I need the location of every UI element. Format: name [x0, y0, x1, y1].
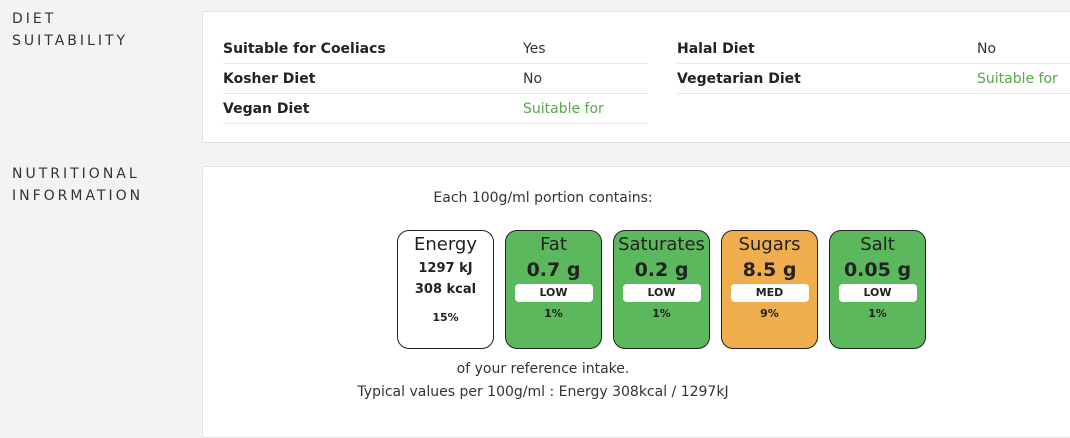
- tile-title: Sugars: [738, 234, 801, 255]
- nutrition-heading-line1: NUTRITIONAL: [12, 166, 140, 182]
- diet-heading-line2: SUITABILITY: [12, 33, 129, 49]
- diet-row-coeliacs: Suitable for Coeliacs Yes: [223, 34, 648, 64]
- tile-percent: 1%: [544, 307, 563, 320]
- diet-row-kosher: Kosher Diet No: [223, 64, 648, 94]
- tile-percent: 1%: [652, 307, 671, 320]
- reference-intake-text: of your reference intake.: [456, 361, 630, 377]
- diet-key: Suitable for Coeliacs: [223, 40, 386, 57]
- energy-kj: 1297 kJ: [418, 261, 473, 276]
- tile-title: Fat: [540, 234, 567, 255]
- tile-amount: 0.05 g: [843, 259, 912, 281]
- sugars-tile: Sugars 8.5 g MED 9%: [721, 230, 818, 349]
- tile-title: Saturates: [618, 234, 705, 255]
- nutritional-information-card: Each 100g/ml portion contains: Energy 12…: [202, 166, 1070, 438]
- energy-tile: Energy 1297 kJ 308 kcal 15%: [397, 230, 494, 349]
- typical-values-text: Typical values per 100g/ml : Energy 308k…: [357, 384, 729, 400]
- nutrition-heading-line2: INFORMATION: [12, 188, 144, 204]
- diet-column-right: Halal Diet No Vegetarian Diet Suitable f…: [677, 34, 1070, 94]
- salt-tile: Salt 0.05 g LOW 1%: [829, 230, 926, 349]
- tile-amount: 0.2 g: [634, 259, 689, 281]
- tile-amount: 8.5 g: [742, 259, 797, 281]
- diet-value: Suitable for: [523, 100, 604, 117]
- tile-level-badge: MED: [730, 284, 809, 302]
- energy-kcal: 308 kcal: [414, 282, 477, 297]
- tile-amount: 0.7 g: [526, 259, 581, 281]
- diet-key: Vegetarian Diet: [677, 70, 801, 87]
- diet-heading-line1: DIET: [12, 11, 57, 27]
- tile-title: Salt: [860, 234, 895, 255]
- portion-text: Each 100g/ml portion contains:: [433, 190, 653, 206]
- diet-suitability-heading: DIET SUITABILITY: [12, 8, 128, 52]
- tile-percent: 1%: [868, 307, 887, 320]
- tile-percent: 15%: [432, 311, 459, 324]
- diet-value: No: [523, 70, 543, 87]
- diet-value: No: [977, 40, 997, 57]
- fat-tile: Fat 0.7 g LOW 1%: [505, 230, 602, 349]
- diet-value: Yes: [523, 40, 546, 57]
- diet-key: Halal Diet: [677, 40, 755, 57]
- tile-percent: 9%: [760, 307, 779, 320]
- tile-level-badge: LOW: [514, 284, 593, 302]
- diet-value: Suitable for: [977, 70, 1058, 87]
- saturates-tile: Saturates 0.2 g LOW 1%: [613, 230, 710, 349]
- nutritional-information-heading: NUTRITIONAL INFORMATION: [12, 163, 143, 207]
- diet-row-halal: Halal Diet No: [677, 34, 1070, 64]
- tile-level-badge: LOW: [622, 284, 701, 302]
- tile-level-badge: LOW: [838, 284, 917, 302]
- diet-row-vegan: Vegan Diet Suitable for: [223, 94, 648, 124]
- diet-key: Vegan Diet: [223, 100, 310, 117]
- diet-suitability-card: Suitable for Coeliacs Yes Kosher Diet No…: [202, 11, 1070, 143]
- diet-key: Kosher Diet: [223, 70, 316, 87]
- tile-title: Energy: [413, 234, 478, 255]
- diet-row-vegetarian: Vegetarian Diet Suitable for: [677, 64, 1070, 94]
- diet-column-left: Suitable for Coeliacs Yes Kosher Diet No…: [223, 34, 648, 124]
